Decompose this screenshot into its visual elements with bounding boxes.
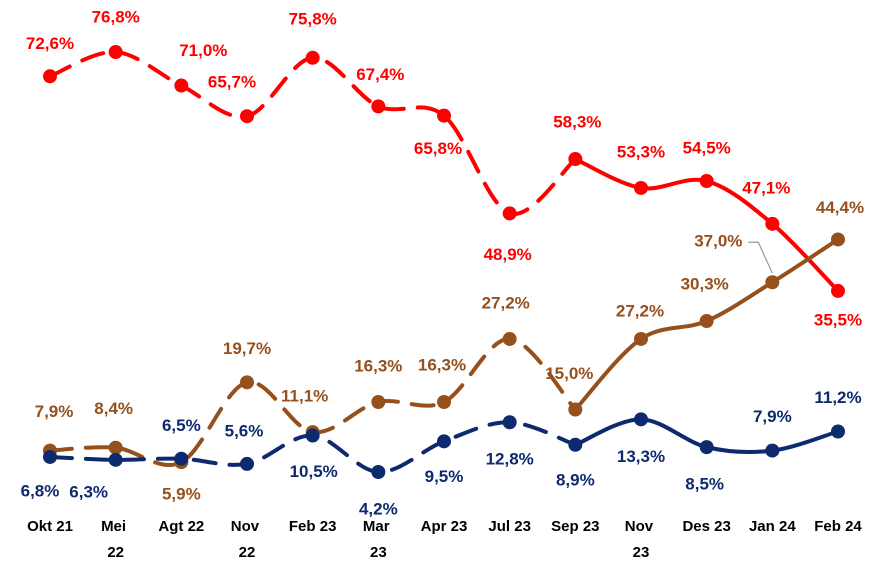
- x-tick-label: Okt 21: [27, 518, 73, 535]
- series-line: [48, 49, 578, 216]
- value-label: 8,5%: [685, 475, 724, 494]
- marker: [371, 465, 386, 479]
- value-label: 37,0%: [694, 232, 742, 251]
- marker: [174, 78, 189, 93]
- x-tick-label-line: Nov: [231, 518, 264, 535]
- marker: [502, 331, 517, 346]
- value-label: 47,1%: [742, 178, 790, 197]
- value-label: 12,8%: [486, 450, 534, 469]
- x-tick-label: Mar 23: [363, 518, 394, 561]
- value-label: 6,3%: [69, 482, 108, 501]
- x-tick-label-line: Nov: [625, 518, 658, 535]
- value-label: 54,5%: [683, 138, 731, 157]
- x-tick-label: Des 23: [682, 518, 730, 535]
- marker: [502, 415, 517, 430]
- x-tick-label: Apr 23: [421, 518, 468, 535]
- x-tick-label-line: 22: [239, 544, 256, 561]
- value-label: 35,5%: [814, 310, 862, 329]
- marker: [502, 206, 517, 221]
- x-tick-label-line: 23: [370, 544, 387, 561]
- marker: [371, 99, 386, 114]
- value-label: 27,2%: [482, 293, 530, 312]
- value-label: 6,8%: [21, 481, 60, 500]
- marker: [831, 232, 845, 247]
- marker: [568, 152, 583, 167]
- marker: [765, 275, 780, 290]
- value-label: 15,0%: [545, 364, 593, 383]
- marker: [305, 50, 320, 65]
- value-label: 44,4%: [816, 198, 864, 217]
- x-tick-label: Jan 24: [749, 518, 796, 535]
- value-label: 30,3%: [681, 274, 729, 293]
- x-tick-label: Nov 22: [231, 518, 264, 561]
- value-label: 67,4%: [356, 65, 404, 84]
- marker: [240, 109, 254, 124]
- value-label: 75,8%: [289, 9, 337, 28]
- value-label: 7,9%: [753, 407, 792, 426]
- x-tick-label: Jul 23: [488, 518, 531, 535]
- value-label: 8,4%: [94, 399, 133, 418]
- value-label: 8,9%: [556, 470, 595, 489]
- marker: [437, 108, 451, 123]
- marker: [305, 428, 320, 443]
- marker: [437, 434, 451, 449]
- value-label: 11,2%: [814, 388, 861, 407]
- marker: [108, 45, 123, 59]
- marker: [634, 180, 648, 195]
- marker: [699, 174, 714, 189]
- value-label: 48,9%: [484, 245, 532, 264]
- value-label: 53,3%: [617, 142, 665, 161]
- x-tick-label: Mei 22: [101, 518, 130, 561]
- x-tick-label: Sep 23: [551, 518, 599, 535]
- value-label: 10,5%: [290, 462, 338, 481]
- marker: [699, 314, 714, 329]
- marker: [699, 440, 714, 455]
- x-tick-label: Feb 23: [289, 518, 337, 535]
- marker: [240, 456, 254, 471]
- value-label: 58,3%: [553, 113, 601, 132]
- marker: [240, 375, 254, 390]
- value-label: 65,8%: [414, 139, 462, 158]
- x-tick-label: Feb 24: [814, 518, 862, 535]
- marker: [831, 424, 845, 439]
- marker: [43, 69, 57, 84]
- value-label: 71,0%: [179, 41, 227, 60]
- marker: [174, 451, 189, 466]
- marker: [568, 437, 583, 452]
- marker: [371, 395, 386, 409]
- x-tick-label-line: 23: [633, 544, 650, 561]
- value-label: 6,5%: [162, 416, 201, 435]
- x-tick-label-line: Mei: [101, 518, 130, 535]
- marker: [568, 402, 583, 417]
- marker: [765, 443, 780, 458]
- value-label: 13,3%: [617, 447, 665, 466]
- value-label: 19,7%: [223, 339, 271, 358]
- marker: [765, 216, 780, 231]
- x-tick-label-line: 22: [107, 544, 124, 561]
- value-label: 11,1%: [281, 387, 328, 406]
- marker: [831, 283, 845, 298]
- leader-line: [748, 241, 773, 274]
- value-label: 16,3%: [418, 355, 466, 374]
- x-tick-label: Nov 23: [625, 518, 658, 561]
- value-label: 4,2%: [359, 499, 398, 518]
- value-label: 27,2%: [616, 301, 664, 320]
- value-label: 72,6%: [26, 34, 74, 53]
- marker: [634, 412, 648, 427]
- marker: [437, 395, 451, 409]
- value-label: 5,9%: [162, 485, 201, 504]
- value-label: 76,8%: [92, 7, 140, 26]
- value-label: 16,3%: [354, 356, 402, 375]
- marker: [634, 331, 648, 346]
- marker: [108, 452, 123, 467]
- marker: [43, 449, 57, 464]
- value-label: 9,5%: [425, 467, 464, 486]
- value-label: 65,7%: [208, 73, 256, 92]
- x-tick-label: Agt 22: [158, 518, 204, 535]
- value-label: 5,6%: [225, 421, 264, 440]
- x-tick-label-line: Mar: [363, 518, 394, 535]
- value-label: 7,9%: [35, 402, 74, 421]
- marker: [108, 440, 123, 455]
